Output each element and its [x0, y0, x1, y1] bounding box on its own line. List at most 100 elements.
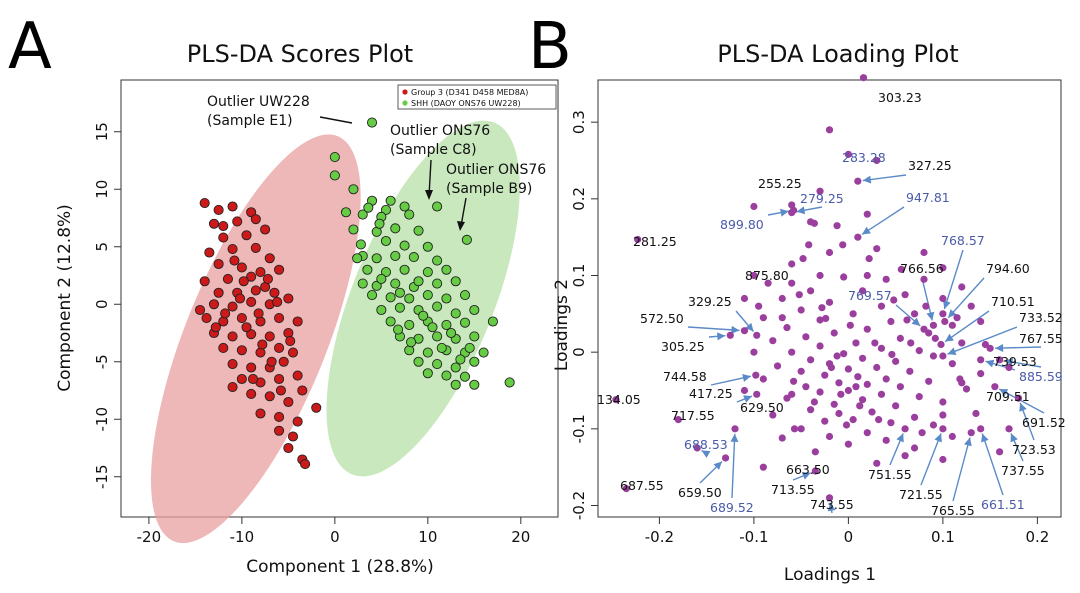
loading-point-92 — [797, 425, 805, 433]
loading-point-110 — [842, 421, 851, 429]
loading-point-19 — [788, 279, 796, 287]
loading-point-55 — [892, 357, 900, 365]
shh-point-9 — [340, 207, 352, 218]
shh-point-15 — [390, 223, 401, 234]
group3-point-33 — [236, 312, 247, 324]
loading-labeled-point-9 — [929, 321, 938, 329]
shh-point-49 — [385, 316, 396, 327]
loading-arrowhead-28 — [701, 450, 711, 458]
shh-point-46 — [432, 301, 443, 312]
shh-ellipse — [326, 120, 520, 477]
loading-point-90 — [887, 419, 895, 427]
shh-point-89 — [406, 337, 417, 348]
loading-arrowhead-39 — [981, 433, 989, 443]
shh-point-88 — [427, 322, 438, 333]
loading-label-14: 329.25 — [688, 294, 732, 309]
loading-label-17: 767.55 — [1019, 331, 1063, 346]
shh-point-76 — [385, 195, 396, 206]
loading-point-21 — [958, 283, 966, 291]
loading-labeled-point-39 — [977, 425, 985, 433]
loading-labeled-point-14 — [753, 331, 761, 339]
shh-point-22 — [371, 253, 382, 264]
scores-ytick-label-6: 15 — [93, 122, 111, 141]
loading-point-29 — [877, 302, 886, 310]
shh-point-78 — [352, 253, 363, 264]
group3-point-20 — [246, 271, 257, 282]
shh-point-31 — [357, 278, 368, 289]
loading-label-0: 303.23 — [878, 90, 922, 105]
loading-point-102 — [873, 459, 881, 467]
loading-labeled-point-13 — [937, 340, 945, 349]
loading-point-75 — [816, 388, 824, 396]
shh-point-80 — [394, 287, 405, 298]
loading-point-91 — [929, 421, 938, 429]
loading-arrowhead-27 — [999, 389, 1009, 397]
shh-point-77 — [363, 202, 374, 213]
loading-labeled-point-15 — [939, 352, 947, 360]
shh-point-10 — [357, 209, 368, 220]
loading-point-57 — [948, 360, 956, 368]
loading-point-68 — [925, 377, 933, 385]
loading-point-46 — [958, 339, 966, 347]
scores-axes: -20 -10 0 10 20 -15 -10 -5 0 5 10 15 — [93, 122, 530, 546]
loading-labeled-point-21 — [995, 356, 1004, 364]
shh-point-63 — [413, 356, 424, 367]
loading-arrowhead-21 — [1004, 358, 1014, 366]
loading-ytick-label-4: 0.2 — [570, 187, 588, 211]
loading-point-100 — [995, 448, 1004, 456]
loading-point-126 — [918, 429, 926, 437]
group3-point-17 — [274, 264, 285, 275]
loading-label-31: 751.55 — [868, 467, 912, 482]
loading-label-13: 710.51 — [991, 294, 1035, 309]
group3-point-64 — [274, 425, 285, 436]
shh-point-32 — [371, 280, 382, 291]
loading-labeled-point-17 — [986, 344, 994, 352]
loading-label-35: 659.50 — [678, 485, 722, 500]
loading-point-37 — [948, 321, 956, 329]
loading-point-74 — [844, 386, 852, 395]
scores-ytick-label-1: -10 — [93, 407, 111, 432]
loading-label-33: 721.55 — [899, 487, 943, 502]
group3-point-12 — [250, 242, 261, 253]
group3-point-40 — [264, 331, 275, 342]
loading-ytick-label-5: 0.3 — [570, 110, 588, 134]
shh-point-72 — [469, 379, 480, 390]
shh-point-38 — [385, 292, 396, 303]
loading-arrows — [687, 174, 1045, 514]
loading-labeled-point-22 — [753, 390, 761, 398]
loading-point-31 — [797, 306, 805, 314]
loading-point-8 — [920, 248, 928, 257]
shh-point-86 — [418, 310, 429, 321]
loading-point-24 — [901, 291, 909, 299]
group3-point-38 — [227, 331, 238, 342]
loading-point-101 — [939, 455, 947, 464]
group3-point-8 — [241, 230, 252, 241]
loading-arrowhead-32 — [1010, 433, 1018, 443]
annotation-e1-line2: (Sample E1) — [207, 113, 293, 129]
loading-point-129 — [939, 411, 947, 419]
loading-label-21: 885.59 — [1019, 369, 1063, 384]
legend-label-group3: Group 3 (D341 D458 MED8A) — [411, 88, 528, 97]
shh-point-81 — [413, 276, 424, 287]
loading-labeled-point-19 — [977, 356, 985, 364]
loading-labeled-point-25 — [958, 379, 966, 387]
loading-label-15: 733.52 — [1019, 310, 1063, 325]
shh-point-64 — [432, 358, 443, 370]
loading-point-125 — [825, 432, 834, 441]
shh-point-29 — [422, 266, 433, 278]
loading-labeled-point-0 — [859, 74, 868, 82]
loading-labeled-point-10 — [941, 317, 949, 326]
loading-point-137 — [922, 302, 930, 310]
loading-label-7: 281.25 — [633, 234, 677, 249]
loading-labeled-point-27 — [991, 383, 999, 391]
loading-label-22: 417.25 — [689, 386, 733, 401]
annotation-b9-arrow — [460, 197, 467, 227]
loading-label-27: 691.52 — [1022, 415, 1066, 430]
loading-point-45 — [852, 339, 860, 347]
loading-axes: -0.2 -0.1 0 0.1 0.2 -0.2 -0.1 0 0.1 0.2 0.3 — [570, 110, 1049, 546]
group3-point-51 — [236, 373, 247, 385]
loading-point-94 — [948, 432, 956, 441]
loading-ytick-label-1: -0.1 — [570, 414, 588, 443]
loading-arrowhead-35 — [713, 461, 722, 470]
loading-point-97 — [844, 440, 852, 448]
